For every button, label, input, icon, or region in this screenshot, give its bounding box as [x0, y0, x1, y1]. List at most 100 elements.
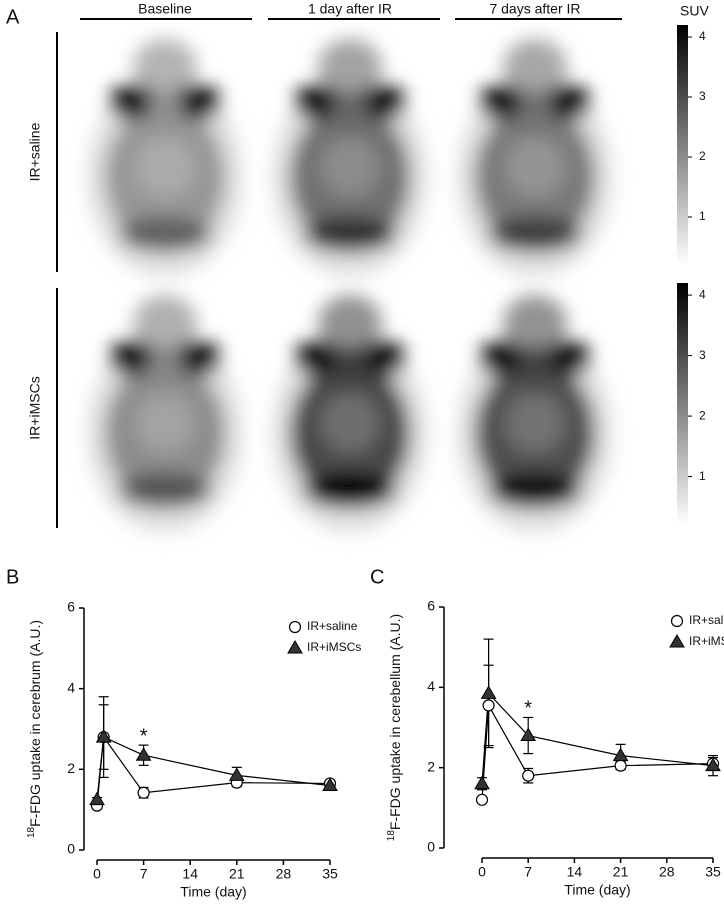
marker — [480, 685, 497, 699]
colorbar-tick-label: 4 — [699, 29, 706, 43]
legend-label: IR+iMSCs — [689, 634, 724, 648]
pet-region — [505, 393, 565, 453]
pet-region — [320, 393, 380, 453]
annotation: * — [140, 725, 148, 747]
x-tick-label: 0 — [93, 866, 101, 882]
marker — [612, 747, 629, 762]
pet-region — [517, 346, 553, 386]
colorbar-tick-label: 1 — [699, 209, 706, 223]
panel-letter: A — [6, 6, 20, 28]
pet-region — [320, 137, 380, 197]
colorbar-label: SUV — [680, 3, 709, 19]
x-tick-label: 35 — [705, 864, 721, 880]
marker — [89, 791, 105, 806]
y-tick-label: 2 — [427, 758, 435, 774]
pet-region — [294, 84, 342, 120]
series-line — [481, 691, 714, 784]
pet-region — [318, 295, 382, 351]
legend-label: IR+iMSCs — [307, 640, 361, 654]
annotation: * — [524, 698, 532, 720]
x-axis-label: Time (day) — [180, 884, 246, 900]
pet-region — [479, 340, 527, 376]
pet-region — [503, 39, 567, 95]
colorbar-tick-label: 3 — [699, 89, 706, 103]
pet-region — [332, 90, 368, 130]
row-label: IR+iMSCs — [27, 376, 43, 439]
marker — [228, 767, 245, 781]
pet-region — [358, 84, 406, 120]
colorbar-tick-label: 3 — [699, 348, 706, 362]
x-tick-label: 21 — [613, 864, 629, 880]
pet-region — [119, 472, 211, 508]
pet-region — [304, 216, 396, 252]
column-header: Baseline — [138, 1, 192, 17]
pet-image — [272, 295, 428, 533]
pet-region — [503, 295, 567, 351]
legend-label: IR+saline — [307, 619, 358, 633]
marker — [522, 769, 535, 782]
marker — [614, 759, 627, 772]
colorbar-tick-label: 2 — [699, 408, 706, 422]
y-axis-label-text: F-FDG uptake in cerebellum (A.U.) — [387, 614, 403, 830]
pet-region — [543, 84, 591, 120]
legend-marker — [288, 620, 302, 634]
y-tick-label: 0 — [67, 841, 75, 857]
pet-region — [294, 340, 342, 376]
marker — [520, 727, 537, 742]
x-tick-label: 0 — [478, 864, 486, 880]
x-tick-label: 14 — [182, 866, 198, 882]
colorbar-tick-label: 4 — [699, 287, 706, 301]
pet-region — [173, 84, 221, 120]
series-line — [96, 736, 331, 800]
y-tick-label: 6 — [427, 598, 435, 614]
series-line — [481, 703, 714, 800]
pet-region — [173, 340, 221, 376]
marker — [135, 747, 152, 761]
x-tick-label: 28 — [276, 866, 292, 882]
x-tick-label: 7 — [524, 864, 532, 880]
row-label: IR+saline — [27, 122, 43, 181]
pet-region — [133, 295, 197, 351]
pet-image — [457, 295, 613, 533]
marker — [137, 786, 150, 799]
pet-image — [272, 39, 428, 277]
pet-region — [489, 216, 581, 252]
y-tick-label: 6 — [67, 599, 75, 615]
pet-region — [358, 340, 406, 376]
pet-region — [318, 39, 382, 95]
pet-region — [517, 90, 553, 130]
marker — [705, 757, 721, 772]
column-header: 7 days after IR — [489, 1, 580, 17]
pet-region — [304, 472, 396, 508]
pet-region — [135, 137, 195, 197]
pet-region — [332, 346, 368, 386]
legend-marker — [670, 614, 684, 628]
pet-region — [135, 393, 195, 453]
y-tick-label: 2 — [67, 760, 75, 776]
pet-region — [543, 340, 591, 376]
pet-region — [147, 90, 183, 130]
pet-region — [489, 472, 581, 508]
pet-region — [133, 39, 197, 95]
marker — [95, 729, 112, 743]
colorbar-tick-label: 1 — [699, 469, 706, 483]
colorbar — [677, 283, 688, 525]
y-tick-label: 4 — [427, 678, 435, 694]
legend-label: IR+saline — [689, 613, 724, 627]
column-header: 1 day after IR — [308, 1, 392, 17]
panel-letter: C — [370, 566, 384, 588]
y-tick-label: 4 — [67, 679, 75, 695]
marker — [322, 777, 338, 791]
colorbar — [677, 25, 688, 265]
marker — [474, 775, 490, 790]
pet-image — [457, 39, 613, 277]
pet-region — [109, 340, 157, 376]
y-axis-label-sup: 18 — [386, 830, 397, 842]
y-axis-label-text: F-FDG uptake in cerebrum (A.U.) — [27, 620, 43, 827]
pet-image — [87, 295, 243, 533]
x-tick-label: 35 — [322, 866, 338, 882]
x-tick-label: 21 — [229, 866, 245, 882]
y-tick-label: 0 — [427, 839, 435, 855]
x-tick-label: 14 — [567, 864, 583, 880]
